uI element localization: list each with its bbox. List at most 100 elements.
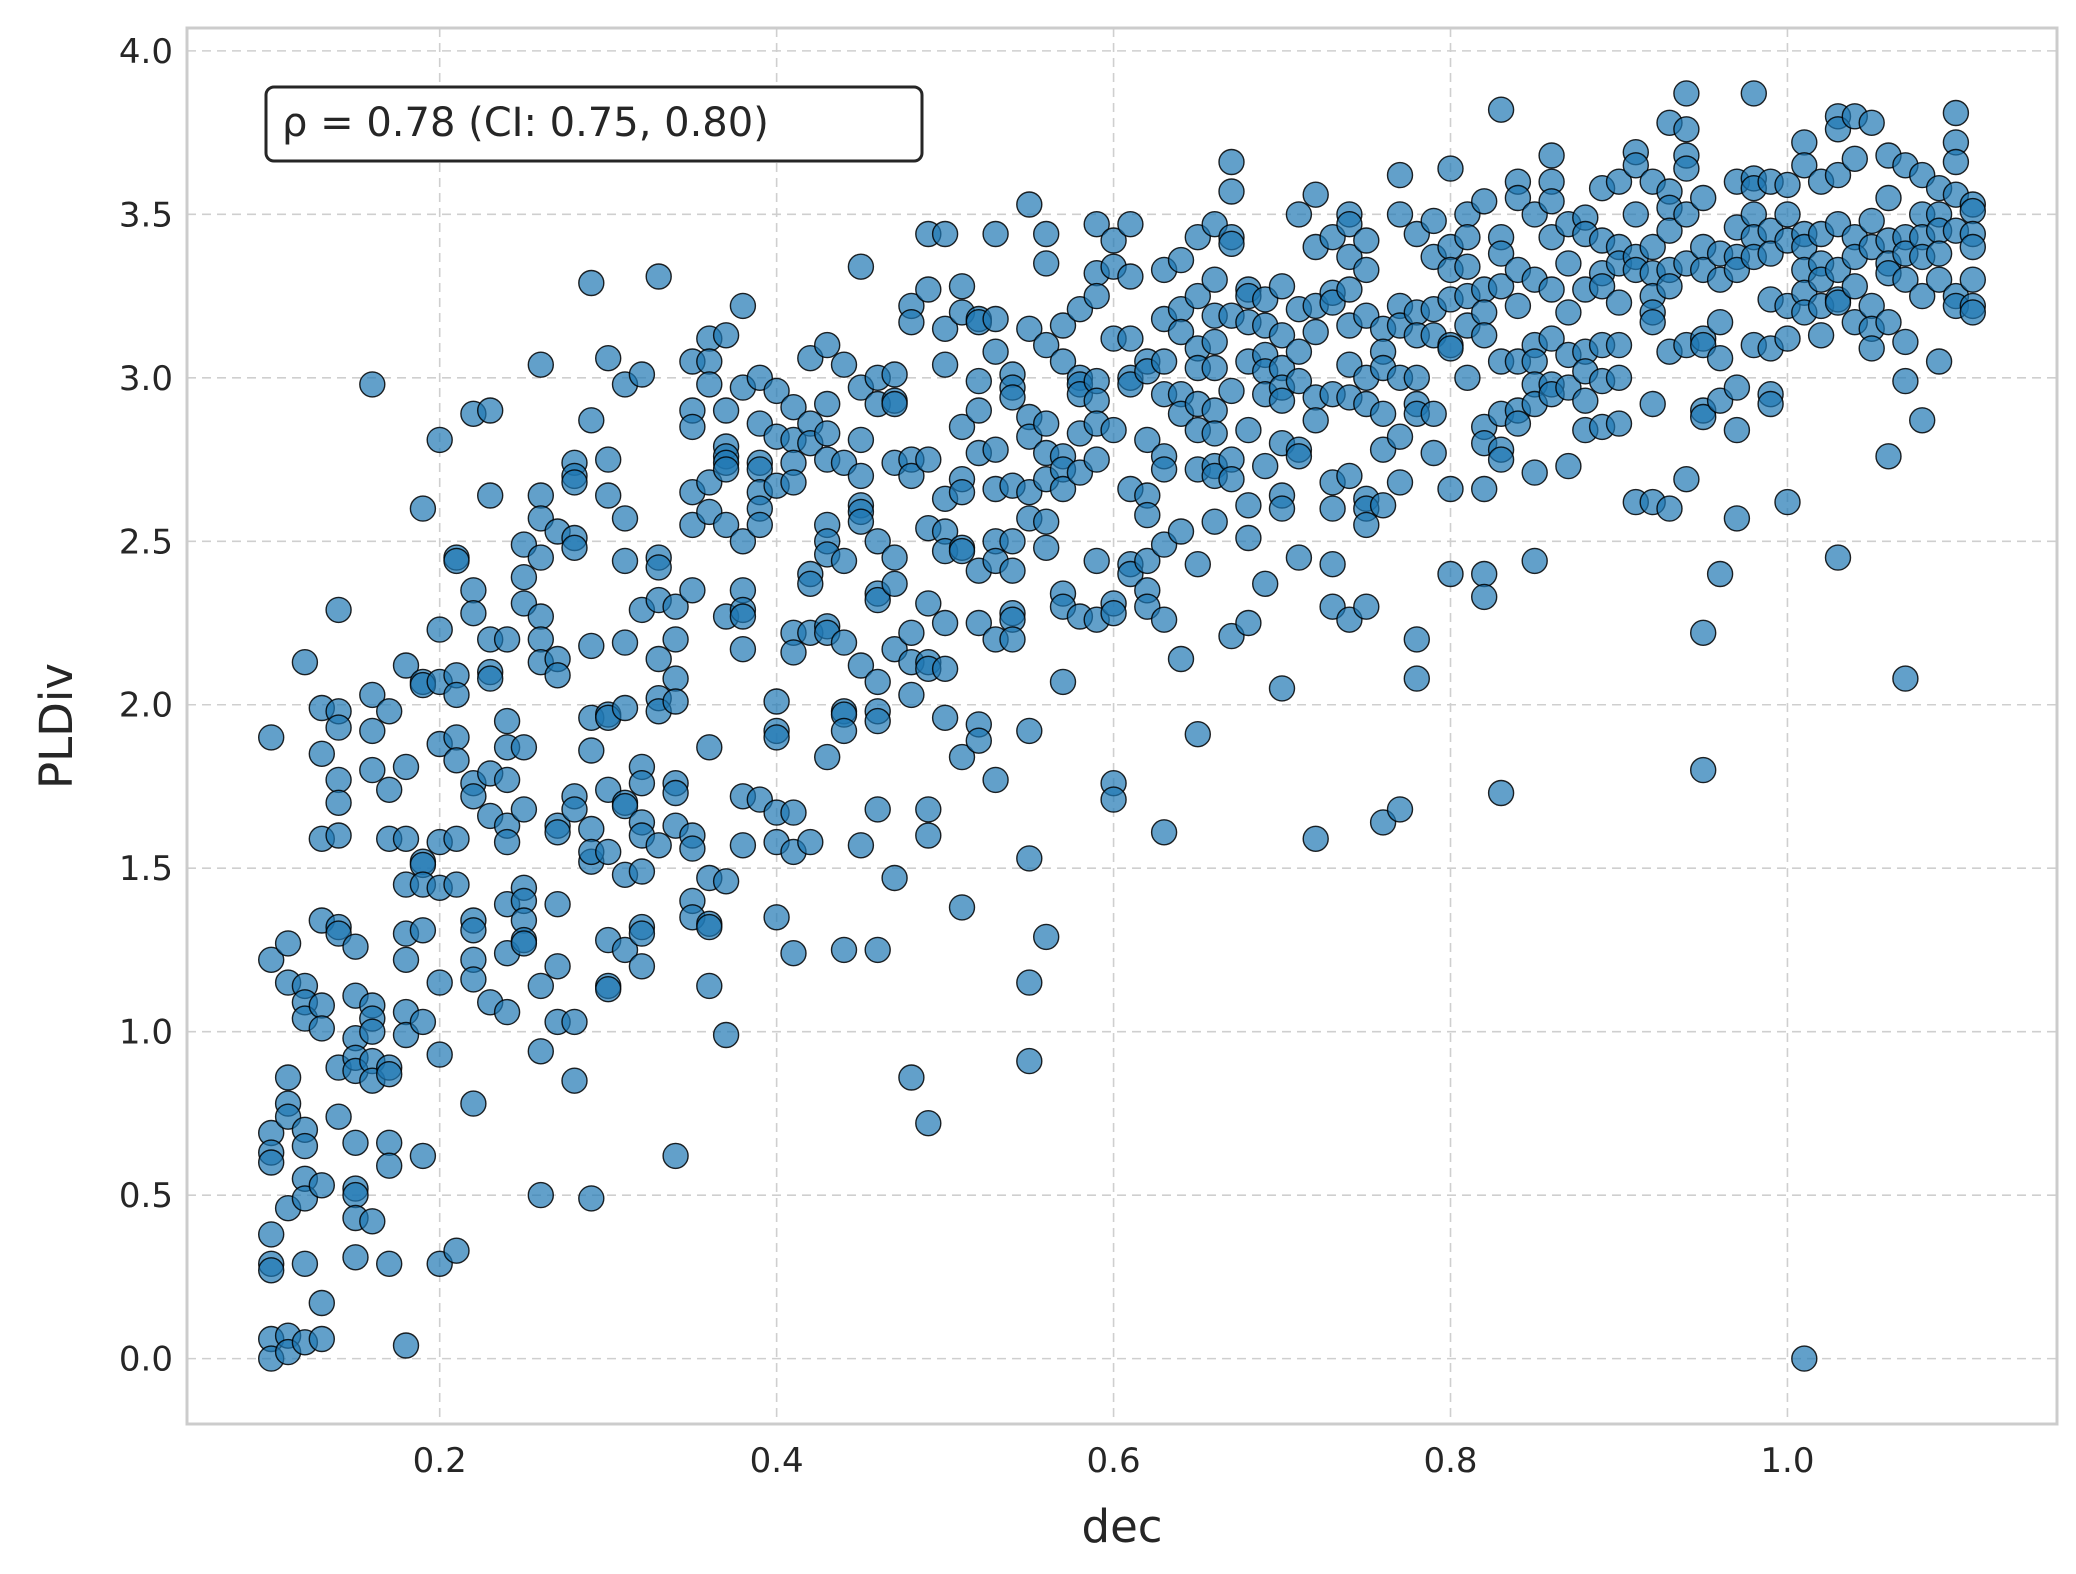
data-point bbox=[931, 655, 959, 682]
data-point bbox=[291, 1132, 319, 1160]
data-point bbox=[712, 1021, 740, 1049]
data-point bbox=[1689, 403, 1717, 431]
data-point bbox=[1504, 410, 1532, 437]
data-point bbox=[578, 407, 605, 434]
data-point bbox=[1555, 452, 1582, 480]
data-point bbox=[325, 714, 352, 741]
data-point bbox=[1032, 508, 1060, 535]
data-point bbox=[1538, 325, 1565, 352]
data-point bbox=[1673, 80, 1700, 107]
data-point bbox=[1100, 600, 1127, 627]
data-point bbox=[814, 331, 841, 359]
data-point bbox=[814, 390, 841, 418]
data-point bbox=[864, 796, 891, 823]
data-point bbox=[578, 815, 605, 843]
data-point bbox=[915, 1109, 942, 1137]
data-point bbox=[1555, 250, 1582, 277]
data-point bbox=[460, 966, 487, 993]
data-point bbox=[915, 276, 942, 303]
data-point bbox=[1218, 148, 1245, 176]
data-point bbox=[1353, 256, 1380, 284]
data-point bbox=[611, 694, 639, 722]
data-point bbox=[1150, 606, 1178, 633]
annotation-text: ρ = 0.78 (CI: 0.75, 0.80) bbox=[282, 100, 769, 146]
data-point bbox=[1420, 439, 1447, 467]
data-point bbox=[477, 397, 504, 424]
data-point bbox=[1892, 665, 1919, 692]
data-point bbox=[1841, 273, 1869, 300]
data-point bbox=[1117, 210, 1144, 238]
data-point bbox=[1622, 201, 1650, 228]
data-point bbox=[409, 1142, 437, 1170]
data-point bbox=[359, 371, 386, 398]
data-point bbox=[527, 1181, 554, 1209]
data-point bbox=[611, 936, 639, 964]
data-point bbox=[1470, 299, 1498, 326]
data-point bbox=[477, 665, 504, 692]
data-point bbox=[1959, 197, 1987, 225]
data-point bbox=[830, 629, 858, 656]
data-point bbox=[376, 1129, 403, 1157]
data-point bbox=[1487, 446, 1515, 473]
data-point bbox=[258, 1149, 285, 1176]
data-point bbox=[1942, 148, 1970, 176]
data-point bbox=[1673, 116, 1700, 143]
data-point bbox=[460, 783, 487, 810]
data-point bbox=[493, 626, 521, 653]
data-point bbox=[645, 554, 672, 581]
data-point bbox=[325, 789, 352, 816]
data-point bbox=[359, 681, 386, 709]
data-point bbox=[628, 770, 656, 797]
data-point bbox=[1437, 560, 1464, 588]
data-point bbox=[1437, 335, 1464, 362]
data-point bbox=[1403, 665, 1431, 692]
data-point bbox=[1892, 367, 1919, 395]
data-point bbox=[1218, 178, 1245, 205]
data-point bbox=[1639, 233, 1666, 261]
data-point bbox=[544, 662, 571, 689]
data-point bbox=[679, 577, 706, 604]
data-point bbox=[359, 1208, 386, 1235]
data-point bbox=[561, 1067, 588, 1094]
data-point bbox=[780, 799, 807, 826]
data-point bbox=[359, 1018, 386, 1045]
data-point bbox=[1049, 475, 1077, 503]
data-point bbox=[392, 753, 420, 781]
data-point bbox=[712, 322, 740, 349]
data-point bbox=[1689, 184, 1717, 212]
data-point bbox=[1454, 253, 1481, 280]
data-point bbox=[1285, 338, 1313, 365]
plot-area-frame bbox=[185, 26, 2059, 1426]
data-point bbox=[1959, 266, 1987, 293]
data-point bbox=[477, 482, 504, 509]
data-point bbox=[308, 1325, 335, 1353]
data-point bbox=[712, 456, 740, 483]
data-point bbox=[1184, 282, 1212, 310]
data-point bbox=[342, 1244, 369, 1271]
data-point bbox=[493, 766, 521, 794]
data-point bbox=[409, 917, 437, 944]
data-point bbox=[493, 707, 521, 735]
data-point bbox=[1639, 309, 1666, 336]
data-point bbox=[1369, 400, 1397, 427]
data-point bbox=[948, 273, 976, 300]
data-point bbox=[1353, 593, 1380, 620]
data-point bbox=[1201, 328, 1228, 356]
data-point bbox=[443, 825, 470, 852]
data-point bbox=[1032, 220, 1060, 248]
data-point bbox=[460, 917, 487, 944]
data-point bbox=[443, 871, 470, 898]
data-point bbox=[1908, 282, 1936, 310]
data-point bbox=[258, 1221, 285, 1248]
data-point bbox=[1656, 217, 1683, 244]
data-point bbox=[595, 345, 622, 372]
data-point bbox=[1049, 668, 1077, 696]
data-point bbox=[443, 747, 470, 774]
data-point bbox=[948, 537, 976, 565]
data-point bbox=[1016, 717, 1043, 745]
data-point bbox=[1538, 276, 1565, 303]
data-point bbox=[628, 953, 656, 980]
data-point bbox=[527, 626, 554, 653]
data-point bbox=[1251, 570, 1279, 597]
data-point bbox=[1100, 786, 1127, 813]
